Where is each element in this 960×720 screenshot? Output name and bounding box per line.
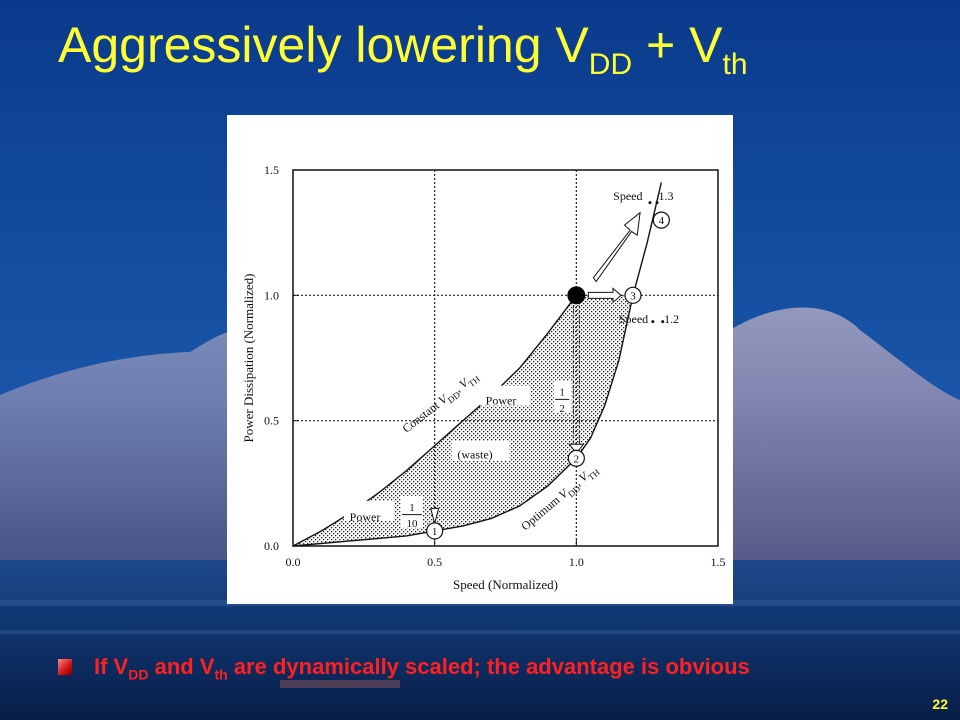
speed-13-dot-1 — [648, 201, 652, 205]
arrow-diagonal — [592, 211, 641, 283]
bullet-sub-th: th — [214, 666, 228, 683]
x-tick-label: 0.5 — [427, 555, 442, 569]
operating-point-label: 1 — [432, 526, 438, 538]
fraction-half-num: 1 — [559, 387, 565, 399]
speed-12-annotation: Speed 1.2 — [619, 312, 679, 326]
bullet-part-3: are dynamically scaled; the advantage is… — [227, 654, 750, 679]
plot-area: 0.0 0.5 1.0 1.5 0.0 0.5 1.0 1.5 Speed (Normalize… — [241, 163, 726, 592]
bullet-sub-dd: DD — [128, 666, 149, 683]
operating-point-3: 3 — [624, 286, 642, 304]
speed-13-value: 1.3 — [659, 189, 674, 203]
fraction-half-den: 2 — [559, 403, 565, 415]
series-line-1 — [292, 294, 577, 547]
fraction-tenth-num: 1 — [409, 502, 415, 514]
bullet-square-icon — [58, 659, 72, 675]
operating-point-2: 2 — [567, 449, 585, 467]
page-number: 22 — [932, 696, 948, 712]
power-tenth-annotation: Power 1 10 — [344, 495, 423, 530]
power-half-bg — [480, 385, 530, 406]
operating-point-1: 1 — [426, 522, 444, 540]
title-main: Aggressively lowering V — [58, 17, 589, 73]
operating-point-label: 2 — [574, 453, 580, 465]
x-tick-label: 1.0 — [569, 555, 584, 569]
operating-point-circle — [567, 449, 585, 467]
title-subscript-dd: DD — [588, 48, 633, 81]
operating-point-circle — [624, 286, 642, 304]
y-tick-label: 1.0 — [264, 288, 279, 302]
y-tick-label: 0.5 — [264, 414, 279, 428]
bullet-part-1: If V — [94, 654, 129, 679]
power-tenth-bg — [344, 500, 394, 521]
speed-12-dot-2 — [661, 320, 665, 324]
x-tick-label: 0.0 — [286, 555, 301, 569]
arrow-right — [587, 287, 622, 304]
waste-label: (waste) — [457, 447, 492, 461]
series-line-2 — [292, 182, 663, 547]
speed-13-label: Speed — [613, 189, 642, 203]
constant-word: Constant — [400, 396, 445, 435]
waste-bg — [451, 440, 510, 461]
arrow-head-small — [430, 507, 440, 526]
power-tenth-label: Power — [350, 510, 381, 524]
bullet-text: If VDD and Vth are dynamically scaled; t… — [94, 654, 934, 687]
waste-annotation: (waste) — [451, 440, 510, 461]
speed-12-dot-1 — [651, 320, 655, 324]
speed-12-value: 1.2 — [664, 312, 679, 326]
operating-point-4: 4 — [652, 211, 670, 229]
y-tick-label: 0.0 — [264, 539, 279, 553]
plot-frame — [292, 169, 719, 547]
y-tick-label: 1.5 — [264, 163, 279, 177]
y-axis-label: Power Dissipation (Normalized) — [241, 274, 256, 443]
x-axis-label: Speed (Normalized) — [453, 577, 558, 592]
operating-point-circle — [426, 522, 444, 540]
arrow-head-down — [568, 443, 585, 455]
operating-point-circle — [652, 211, 670, 229]
fraction-tenth-bg — [400, 495, 423, 528]
speed-13-annotation: Speed 1.3 — [613, 189, 674, 205]
operating-point-label: 4 — [659, 215, 665, 227]
x-tick-label: 1.5 — [711, 555, 726, 569]
power-half-label: Power — [486, 393, 517, 407]
reference-point — [567, 286, 586, 305]
speed-12-label: Speed — [619, 312, 648, 326]
slide-title: Aggressively lowering VDD + Vth — [58, 16, 748, 82]
power-half-annotation: Power 1 2 — [480, 380, 572, 415]
fraction-half-bg — [553, 380, 572, 413]
title-mid: + V — [632, 17, 723, 73]
operating-point-label: 3 — [630, 290, 636, 302]
bullet-part-2: and V — [148, 654, 215, 679]
power-speed-chart: 0.0 0.5 1.0 1.5 0.0 0.5 1.0 1.5 Speed (Normalize… — [241, 163, 726, 592]
speed-13-dot-2 — [655, 201, 659, 205]
fraction-tenth-den: 10 — [407, 518, 419, 530]
chart-panel: 0.0 0.5 1.0 1.5 0.0 0.5 1.0 1.5 Speed (Normalize… — [227, 115, 733, 604]
title-subscript-th: th — [722, 48, 748, 81]
